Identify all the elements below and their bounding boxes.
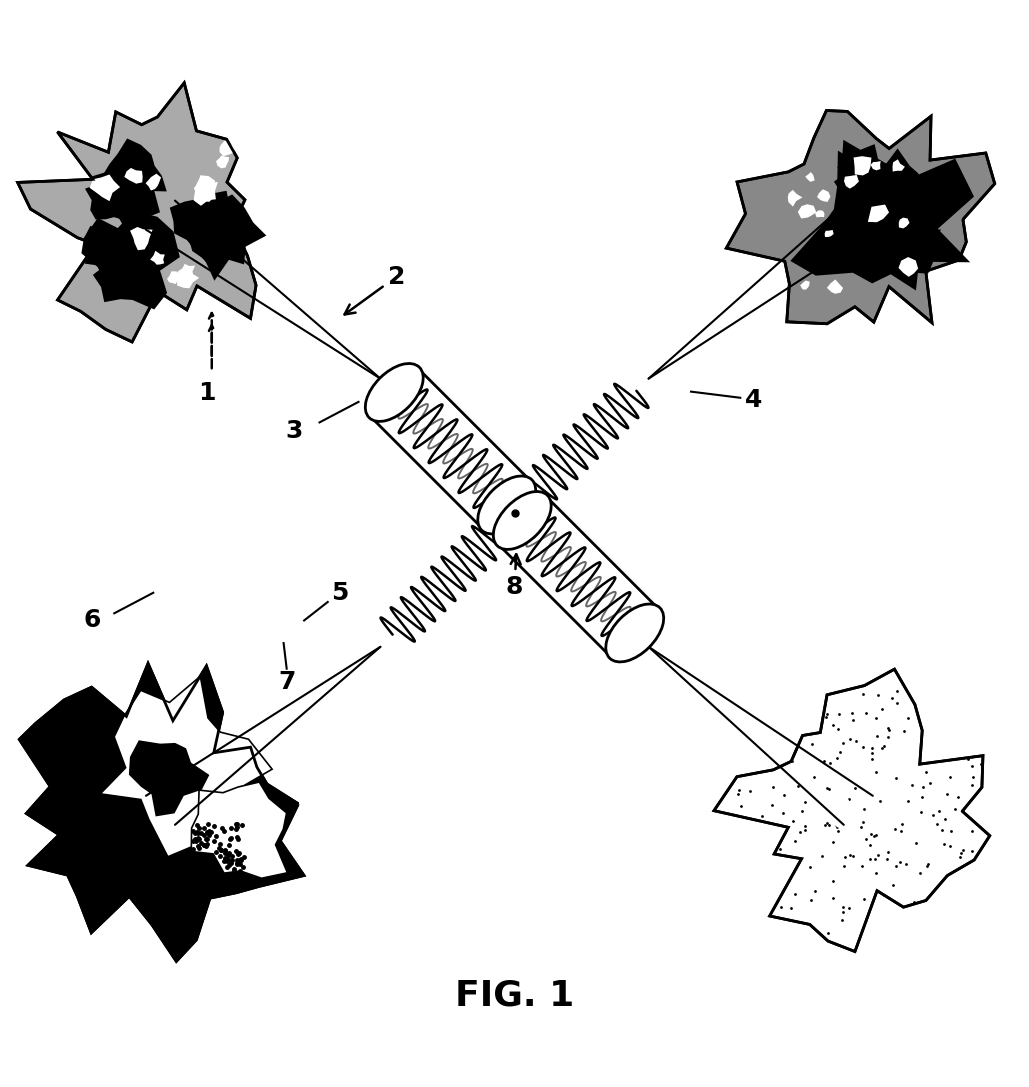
- Polygon shape: [806, 172, 815, 182]
- Polygon shape: [93, 235, 167, 310]
- Ellipse shape: [493, 491, 552, 549]
- Polygon shape: [824, 230, 833, 237]
- Polygon shape: [177, 264, 196, 280]
- Polygon shape: [871, 161, 881, 171]
- Polygon shape: [100, 676, 272, 857]
- Polygon shape: [797, 204, 816, 218]
- Polygon shape: [726, 111, 995, 324]
- Polygon shape: [867, 204, 889, 222]
- Polygon shape: [170, 190, 244, 265]
- Text: 5: 5: [331, 580, 349, 604]
- Polygon shape: [167, 272, 181, 284]
- Polygon shape: [370, 368, 531, 529]
- Polygon shape: [188, 195, 267, 280]
- Polygon shape: [898, 217, 910, 228]
- Ellipse shape: [819, 791, 850, 822]
- Polygon shape: [817, 189, 830, 202]
- Polygon shape: [498, 497, 659, 657]
- Polygon shape: [193, 176, 218, 205]
- Polygon shape: [898, 257, 918, 277]
- Polygon shape: [191, 782, 287, 878]
- Polygon shape: [714, 670, 990, 951]
- Polygon shape: [193, 175, 215, 202]
- Polygon shape: [129, 740, 209, 816]
- Polygon shape: [790, 151, 974, 290]
- Ellipse shape: [477, 476, 536, 534]
- Text: 2: 2: [345, 264, 405, 314]
- Polygon shape: [20, 663, 304, 961]
- Polygon shape: [177, 267, 200, 288]
- Polygon shape: [838, 140, 895, 200]
- Polygon shape: [91, 157, 159, 226]
- Ellipse shape: [606, 604, 664, 662]
- Polygon shape: [130, 227, 152, 250]
- Ellipse shape: [831, 802, 857, 829]
- Polygon shape: [833, 159, 889, 209]
- Polygon shape: [216, 155, 229, 168]
- Polygon shape: [150, 251, 165, 265]
- Polygon shape: [81, 211, 180, 295]
- Polygon shape: [844, 175, 859, 189]
- Polygon shape: [219, 140, 236, 157]
- Polygon shape: [801, 280, 810, 290]
- Text: 8: 8: [506, 554, 523, 599]
- Text: 6: 6: [83, 609, 101, 633]
- Polygon shape: [146, 174, 162, 190]
- Polygon shape: [83, 226, 133, 285]
- Polygon shape: [90, 174, 120, 201]
- Polygon shape: [85, 177, 140, 221]
- Ellipse shape: [365, 363, 423, 422]
- Polygon shape: [885, 213, 941, 274]
- Polygon shape: [17, 83, 256, 342]
- Polygon shape: [815, 210, 824, 217]
- Text: 3: 3: [285, 418, 303, 442]
- Polygon shape: [854, 157, 872, 175]
- Polygon shape: [827, 279, 843, 293]
- Polygon shape: [788, 190, 803, 207]
- Polygon shape: [892, 160, 904, 172]
- Polygon shape: [875, 149, 925, 215]
- Text: FIG. 1: FIG. 1: [455, 978, 574, 1012]
- Polygon shape: [101, 138, 167, 203]
- Text: 1: 1: [198, 382, 215, 405]
- Text: 4: 4: [745, 388, 762, 412]
- Text: 7: 7: [278, 670, 295, 694]
- Polygon shape: [125, 167, 143, 184]
- Ellipse shape: [831, 766, 855, 790]
